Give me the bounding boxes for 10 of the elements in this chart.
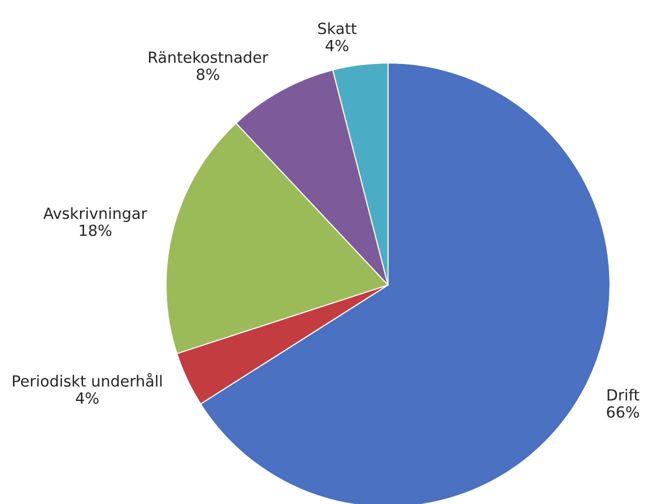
slice-label: Skatt (318, 22, 356, 34)
data-label: 4% (76, 392, 99, 404)
data-label: 8% (196, 68, 220, 80)
data-label: 4% (326, 40, 348, 52)
slice-label: Drift (608, 388, 640, 400)
data-label: 18% (80, 224, 112, 236)
slice-label: Periodiskt underhåll (12, 373, 162, 387)
data-label: 66% (606, 406, 639, 418)
slice-label: Räntekostnader (148, 51, 268, 63)
slice-label: Avskrivningar (43, 207, 148, 222)
